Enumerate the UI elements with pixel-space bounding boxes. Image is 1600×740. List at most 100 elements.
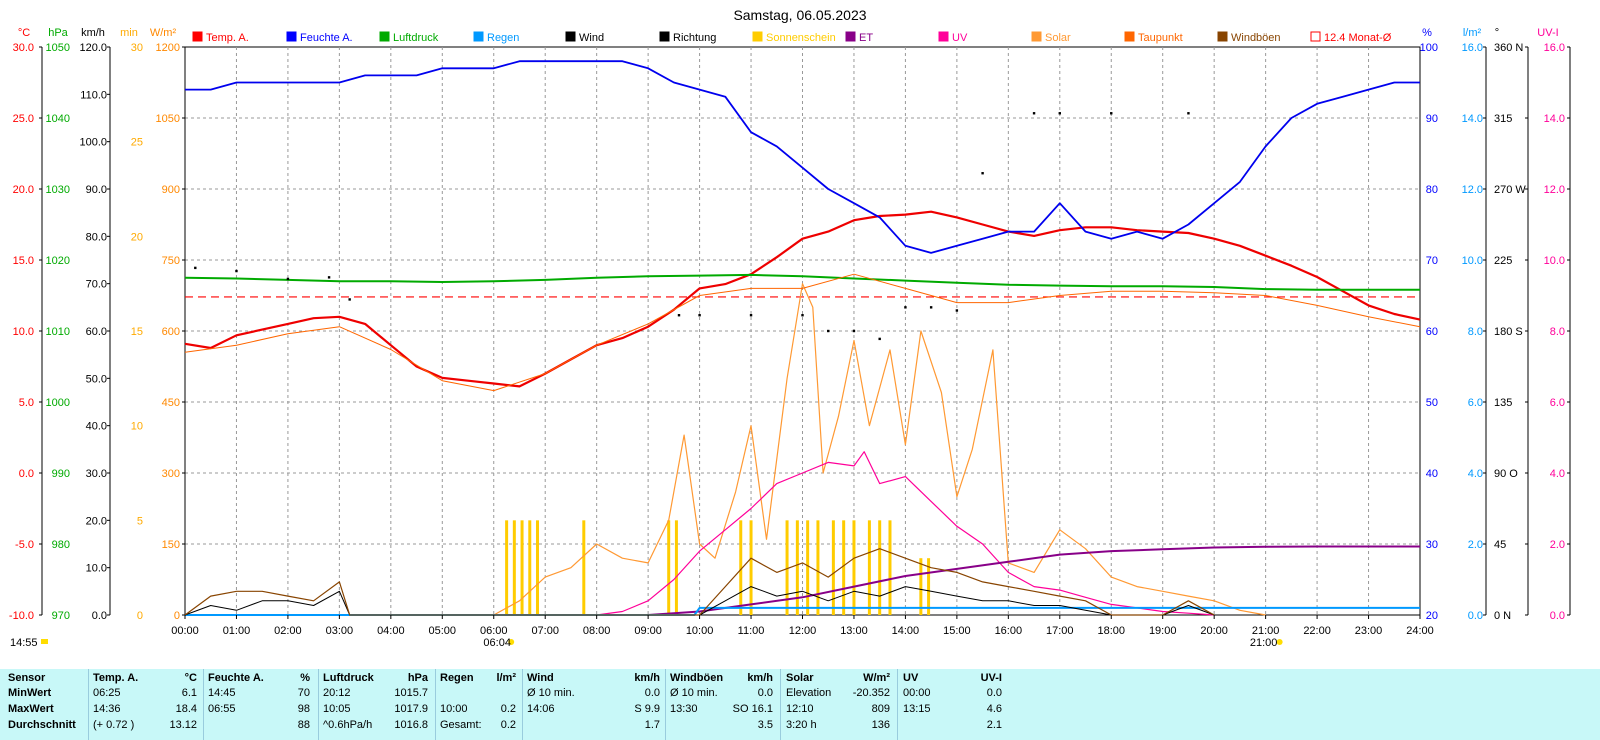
tick-direction: 45	[1494, 539, 1506, 551]
tick-solar: 750	[162, 255, 180, 267]
legend-label-6: Sonnenschein	[766, 32, 836, 44]
tick-wind: 60.0	[86, 326, 107, 338]
tick-humidity: 70	[1426, 255, 1438, 267]
stats-temp-value: 13.12	[169, 719, 197, 731]
x-tick-label: 09:00	[634, 625, 662, 637]
direction-point	[1110, 112, 1113, 115]
sunshine-bar	[674, 520, 678, 615]
stats-header-press: Luftdruck	[323, 672, 374, 684]
stats-temp-time: 06:25	[93, 687, 121, 699]
legend-swatch-5	[659, 31, 670, 42]
stats-rain-value: 0.2	[500, 703, 516, 715]
tick-direction: 315	[1494, 113, 1512, 125]
stats-header-unit-gust: km/h	[747, 672, 773, 684]
stats-hum-value: 70	[297, 687, 310, 699]
x-tick-label: 23:00	[1355, 625, 1383, 637]
x-tick-label: 00:00	[171, 625, 199, 637]
x-tick-label: 08:00	[583, 625, 611, 637]
legend-swatch-4	[565, 31, 576, 42]
tick-uvi: 16.0	[1544, 42, 1565, 54]
direction-point	[749, 314, 753, 317]
direction-point	[348, 298, 351, 301]
stats-divider	[780, 669, 781, 740]
direction-point	[929, 306, 933, 309]
stats-temp-value: 6.1	[181, 687, 197, 699]
tick-uvi: 0.0	[1550, 610, 1565, 622]
stats-wind-value: 0.0	[644, 687, 660, 699]
stats-row-label: MaxWert	[8, 703, 54, 715]
stats-divider	[88, 669, 89, 740]
sunshine-bar	[739, 520, 743, 615]
stats-header-unit-solar: W/m²	[863, 672, 890, 684]
tick-uvi: 8.0	[1550, 326, 1565, 338]
tick-sun_min: 5	[137, 515, 143, 527]
tick-wind: 120.0	[79, 42, 107, 54]
stats-press-time: 20:12	[323, 687, 351, 699]
stats-solar-time: Elevation	[786, 687, 832, 699]
tick-solar: 0	[174, 610, 180, 622]
tick-uvi: 6.0	[1550, 397, 1565, 409]
tick-rain: 6.0	[1468, 397, 1483, 409]
tick-solar: 300	[162, 468, 180, 480]
stats-uv-value: 4.6	[986, 703, 1002, 715]
stats-gust-time: Ø 10 min.	[670, 687, 718, 699]
stats-rain-time: Gesamt:	[440, 719, 482, 731]
legend-label-0: Temp. A.	[206, 32, 249, 44]
stats-header-unit-hum: %	[300, 672, 310, 684]
tick-temp: -5.0	[15, 539, 34, 551]
legend-swatch-2	[379, 31, 390, 42]
stats-wind-value: 1.7	[644, 719, 660, 731]
series-et	[648, 545, 1420, 616]
direction-point	[1187, 112, 1190, 115]
legend-label-2: Luftdruck	[393, 32, 439, 44]
legend-swatch-12	[1310, 31, 1321, 42]
tick-wind: 20.0	[86, 515, 107, 527]
x-tick-label: 19:00	[1149, 625, 1177, 637]
stats-solar-time: 12:10	[786, 703, 814, 715]
stats-press-value: 1017.9	[394, 703, 428, 715]
tick-rain: 12.0	[1462, 184, 1483, 196]
tick-direction: 90 O	[1494, 468, 1518, 480]
stats-header-unit-uv: UV-I	[980, 672, 1002, 684]
sunshine-bar	[520, 520, 524, 615]
tick-temp: 5.0	[19, 397, 34, 409]
legend-swatch-0	[192, 31, 203, 42]
stats-uv-time: 13:15	[903, 703, 931, 715]
stats-press-time: 10:05	[323, 703, 351, 715]
direction-point	[904, 306, 907, 309]
direction-point	[878, 337, 881, 341]
legend-label-8: UV	[952, 32, 968, 44]
stats-row-label: MinWert	[8, 687, 52, 699]
tick-rain: 8.0	[1468, 326, 1483, 338]
stats-divider	[203, 669, 204, 740]
direction-point	[698, 314, 701, 317]
tick-wind: 50.0	[86, 373, 107, 385]
stats-gust-value: 0.0	[757, 687, 773, 699]
direction-point	[194, 266, 197, 270]
legend-swatch-6	[752, 31, 763, 42]
series-feuchte-a-	[185, 60, 1420, 254]
tick-sun_min: 20	[131, 231, 143, 243]
sunrise-time: 06:04	[483, 637, 511, 649]
x-tick-label: 06:00	[480, 625, 508, 637]
tick-wind: 70.0	[86, 279, 107, 291]
legend-swatch-11	[1217, 31, 1228, 42]
stats-press-time: ^0.6hPa/h	[323, 719, 373, 731]
x-tick-label: 05:00	[429, 625, 457, 637]
tick-solar: 600	[162, 326, 180, 338]
x-tick-label: 22:00	[1303, 625, 1331, 637]
tick-pressure: 1050	[46, 42, 70, 54]
sunshine-bar	[852, 520, 856, 615]
tick-sun_min: 0	[137, 610, 143, 622]
sunshine-bar	[582, 520, 586, 615]
tick-temp: -10.0	[9, 610, 34, 622]
tick-rain: 10.0	[1462, 255, 1483, 267]
series-taupunkt	[184, 273, 1421, 392]
tick-pressure: 980	[52, 539, 70, 551]
stats-press-value: 1015.7	[394, 687, 428, 699]
legend-label-4: Wind	[579, 32, 604, 44]
legend-label-11: Windböen	[1231, 32, 1281, 44]
tick-humidity: 20	[1426, 610, 1438, 622]
x-tick-label: 14:00	[892, 625, 920, 637]
stats-hum-value: 98	[297, 703, 310, 715]
